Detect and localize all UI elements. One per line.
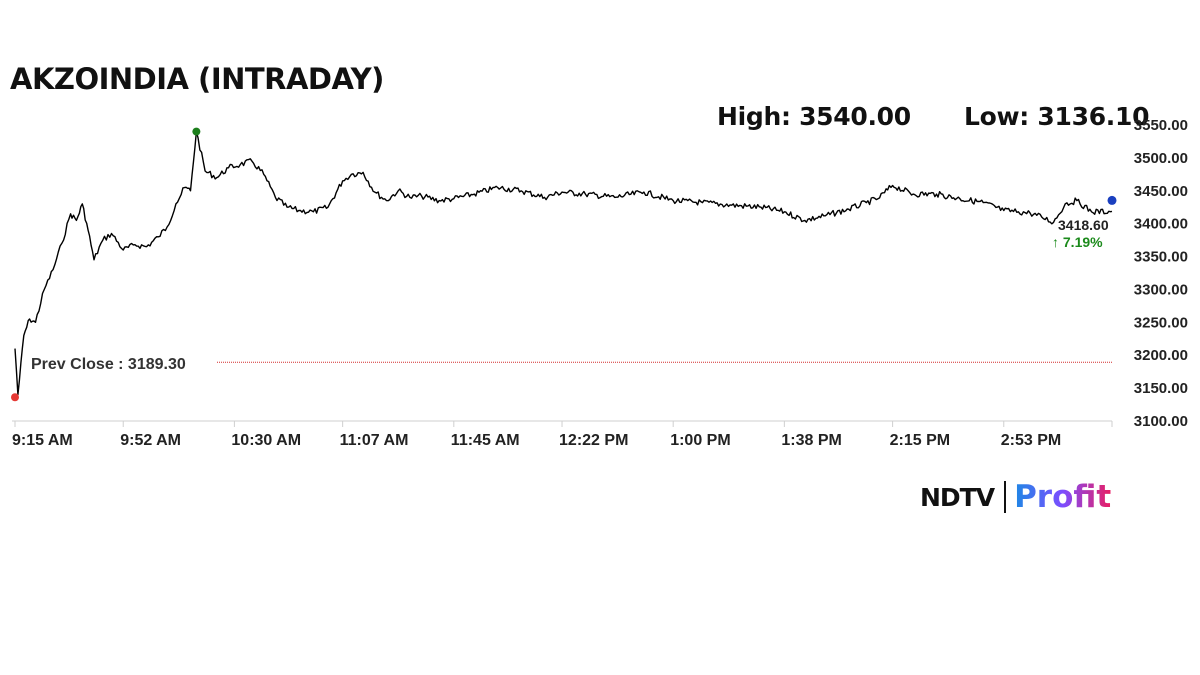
y-tick-label: 3500.00 <box>1134 150 1188 167</box>
y-axis: 3100.00 3150.00 3200.00 3250.00 3300.00 3350.… <box>1134 117 1188 430</box>
y-tick-label: 3400.00 <box>1134 216 1188 233</box>
low-marker <box>11 393 19 402</box>
logo-divider <box>1004 481 1007 513</box>
x-tick-label: 9:52 AM <box>120 432 181 449</box>
x-tick-label: 1:38 PM <box>781 432 841 449</box>
x-tick-label: 2:53 PM <box>1001 432 1061 449</box>
price-line <box>14 130 1113 396</box>
high-value: High: 3540.00 <box>717 102 911 131</box>
markers <box>11 127 1117 402</box>
y-tick-label: 3450.00 <box>1134 183 1188 200</box>
y-tick-label: 3100.00 <box>1134 413 1188 430</box>
page-title: AKZOINDIA (INTRADAY) <box>10 62 384 96</box>
x-tick-label: 9:15 AM <box>12 432 73 449</box>
last-price-marker <box>1107 195 1117 205</box>
ndtv-profit-logo: NDTV Profit <box>920 477 1111 517</box>
y-tick-label: 3200.00 <box>1134 347 1188 364</box>
change-percent-label: ↑ 7.19% <box>1052 234 1103 250</box>
high-marker <box>192 127 201 136</box>
x-tick-label: 10:30 AM <box>231 432 301 449</box>
low-value: Low: 3136.10 <box>964 102 1150 131</box>
logo-profit-text: Profit <box>1014 479 1112 515</box>
prev-close-label: Prev Close : 3189.30 <box>31 356 186 373</box>
x-axis: 9:15 AM 9:52 AM 10:30 AM 11:07 AM 11:45 AM 12… <box>12 421 1113 449</box>
x-tick-label: 1:00 PM <box>670 432 730 449</box>
y-tick-label: 3350.00 <box>1134 249 1188 266</box>
x-tick-label: 11:45 AM <box>451 432 520 449</box>
x-tick-label: 11:07 AM <box>340 432 409 449</box>
y-tick-label: 3150.00 <box>1134 380 1188 397</box>
logo-ndtv-text: NDTV <box>920 482 995 512</box>
y-tick-label: 3300.00 <box>1134 281 1188 298</box>
x-tick-label: 12:22 PM <box>559 432 628 449</box>
last-price-label: 3418.60 <box>1058 217 1109 233</box>
y-tick-label: 3550.00 <box>1134 117 1188 134</box>
x-tick-label: 2:15 PM <box>890 432 950 449</box>
y-tick-label: 3250.00 <box>1134 314 1188 331</box>
